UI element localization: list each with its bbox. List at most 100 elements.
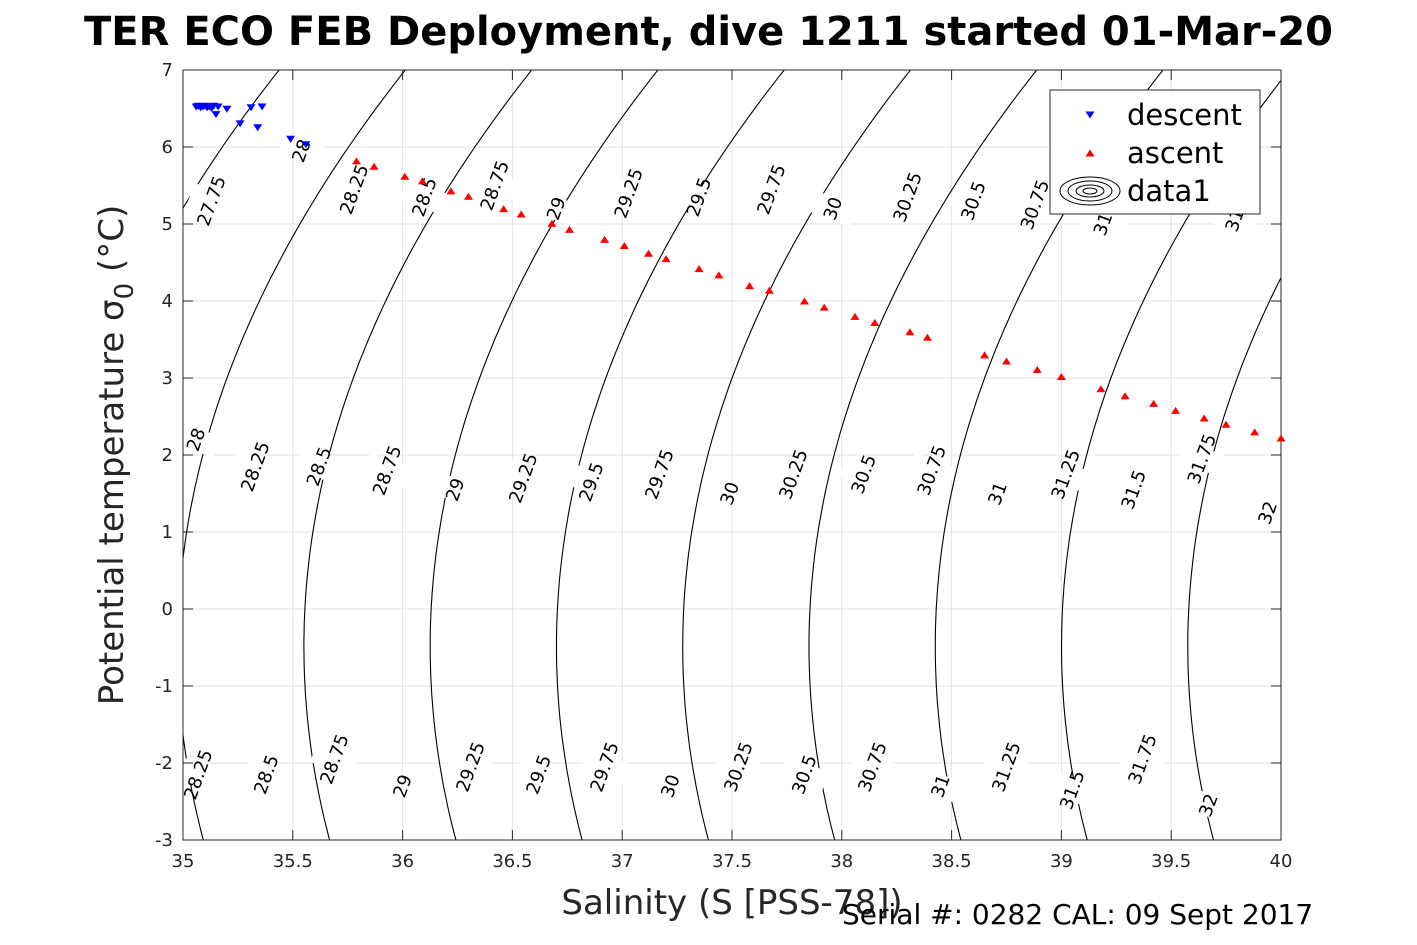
- descent-point: [213, 103, 223, 111]
- descent-point: [286, 135, 296, 143]
- ascent-point: [516, 210, 526, 218]
- contour-label-bg: [1177, 440, 1227, 477]
- y-tick-label: 3: [162, 368, 173, 389]
- ascent-point: [1032, 366, 1042, 374]
- ascent-point: [351, 157, 361, 165]
- ascent-point: [400, 172, 410, 180]
- ascent-point: [694, 265, 704, 273]
- contour-label-bg: [310, 741, 359, 778]
- legend-entry-ascent: ascent: [1127, 136, 1223, 170]
- legend-contour-ring: [1059, 176, 1121, 206]
- descent-point: [211, 111, 221, 119]
- contour-label-bg: [1109, 471, 1159, 508]
- contour-label-bg: [769, 456, 818, 493]
- contour-line: [1314, 70, 1417, 840]
- legend-entry-data1: data1: [1127, 174, 1211, 208]
- contour-label-bg: [446, 748, 496, 785]
- contour-label-bg: [580, 748, 630, 785]
- x-axis-label: Salinity (S [PSS-78]): [561, 883, 902, 923]
- descent-point: [246, 104, 256, 112]
- ascent-point: [819, 303, 829, 311]
- contour-label-bg: [242, 756, 291, 793]
- contour-label-bg: [973, 475, 1023, 512]
- ascent-point: [980, 351, 990, 359]
- ascent-point: [446, 187, 456, 195]
- contour-label-bg: [848, 748, 897, 785]
- x-tick-label: 40: [1270, 851, 1293, 872]
- descent-point: [301, 141, 311, 149]
- ascent-point: [661, 255, 671, 263]
- contour-label-bg: [674, 179, 724, 215]
- ascent-point: [547, 219, 557, 227]
- chart-title: TER ECO FEB Deployment, dive 1211 starte…: [83, 9, 1333, 55]
- contour-label-bg: [531, 190, 581, 227]
- ascent-point: [369, 162, 379, 170]
- contour-label-bg: [982, 748, 1031, 785]
- descent-point: [235, 120, 245, 128]
- contour-label-bg: [277, 132, 327, 169]
- ascent-point: [905, 328, 915, 336]
- contour-label-bg: [916, 768, 966, 804]
- legend: descent ascent data1: [1049, 89, 1261, 215]
- contour-label-bg: [329, 171, 379, 208]
- contour-label-bg: [400, 179, 449, 215]
- ascent-point: [499, 205, 509, 213]
- x-tick-label: 35.5: [273, 851, 313, 872]
- descent-point: [253, 124, 263, 132]
- legend-descent-marker: [1085, 111, 1095, 119]
- y-tick-label: -1: [155, 676, 173, 697]
- ascent-point: [714, 271, 724, 279]
- contour-label-bg: [604, 175, 654, 212]
- ascent-point: [417, 177, 427, 185]
- x-tick-label: 35: [172, 851, 195, 872]
- legend-contour-icon: [1059, 176, 1121, 206]
- ascent-point: [463, 192, 473, 200]
- ascent-point: [745, 282, 755, 290]
- contour-label-bg: [907, 452, 957, 489]
- contour-label-bg: [808, 190, 858, 227]
- x-tick-label: 39: [1050, 851, 1073, 872]
- ascent-point: [1250, 428, 1260, 436]
- ascent-point: [1221, 420, 1231, 428]
- contour-label-bg: [430, 471, 480, 508]
- contour-label-bg: [839, 456, 889, 493]
- legend-contour-ring: [1067, 180, 1113, 202]
- contour-label-bg: [362, 452, 412, 489]
- contour-label-bg: [780, 756, 829, 793]
- y-tick-label: 1: [162, 522, 173, 543]
- contour-line: [808, 70, 1038, 840]
- contour-label-bg: [1010, 186, 1060, 223]
- y-tick-label: 7: [162, 60, 173, 81]
- ascent-point: [644, 249, 654, 257]
- contour-label-bg: [171, 421, 221, 458]
- contour-label-bg: [1184, 787, 1233, 824]
- y-tick-label: -3: [155, 830, 173, 851]
- contour-label-bg: [1047, 772, 1097, 808]
- ascent-point: [1199, 414, 1209, 422]
- contour-label-bg: [514, 756, 564, 793]
- y-axis-label-text: Potential temperature σ0 (°C): [92, 205, 140, 705]
- y-tick-label: 6: [162, 137, 173, 158]
- ascent-point: [1120, 392, 1130, 400]
- ascent-point: [764, 286, 774, 294]
- contour-line: [183, 70, 280, 210]
- contour-label-bg: [714, 748, 764, 785]
- legend-ascent-marker: [1085, 149, 1095, 157]
- legend-entry-descent: descent: [1127, 98, 1242, 132]
- contour-line: [183, 70, 406, 840]
- x-tick-label: 36.5: [492, 851, 532, 872]
- contour-line: [429, 70, 659, 840]
- descent-point: [257, 103, 267, 111]
- descent-series: [191, 102, 311, 149]
- contour-label-bg: [1041, 456, 1091, 493]
- contour-label-bg: [294, 448, 344, 485]
- serial-calibration-note: Serial #: 0282 CAL: 09 Sept 2017: [842, 898, 1314, 931]
- ascent-point: [1002, 357, 1011, 365]
- ascent-point: [799, 297, 809, 305]
- ascent-point: [922, 333, 932, 341]
- contour-label-bg: [378, 768, 428, 804]
- contour-label-bg: [1078, 206, 1128, 242]
- ascent-point: [619, 242, 629, 250]
- ascent-point: [600, 235, 610, 243]
- y-tick-label: 2: [162, 445, 173, 466]
